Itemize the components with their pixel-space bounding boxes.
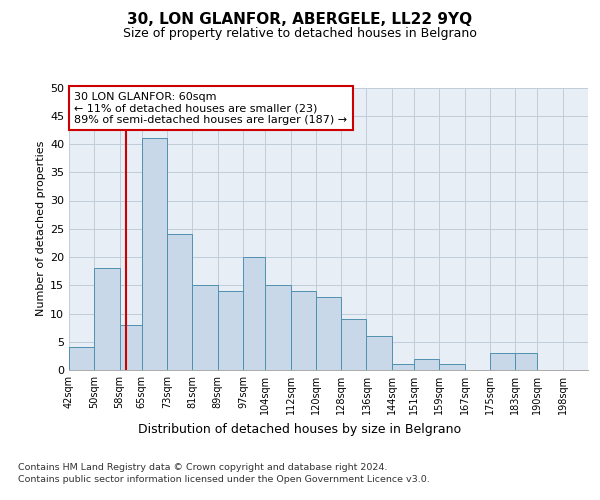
Bar	[490, 353, 515, 370]
Bar	[316, 296, 341, 370]
Bar	[341, 319, 367, 370]
Bar	[193, 285, 218, 370]
Text: Size of property relative to detached houses in Belgrano: Size of property relative to detached ho…	[123, 28, 477, 40]
Bar	[392, 364, 414, 370]
Bar	[167, 234, 193, 370]
Text: Distribution of detached houses by size in Belgrano: Distribution of detached houses by size …	[139, 422, 461, 436]
Text: Contains public sector information licensed under the Open Government Licence v3: Contains public sector information licen…	[18, 475, 430, 484]
Text: Contains HM Land Registry data © Crown copyright and database right 2024.: Contains HM Land Registry data © Crown c…	[18, 462, 388, 471]
Bar	[414, 358, 439, 370]
Bar	[69, 348, 94, 370]
Text: 30 LON GLANFOR: 60sqm
← 11% of detached houses are smaller (23)
89% of semi-deta: 30 LON GLANFOR: 60sqm ← 11% of detached …	[74, 92, 347, 125]
Text: 30, LON GLANFOR, ABERGELE, LL22 9YQ: 30, LON GLANFOR, ABERGELE, LL22 9YQ	[127, 12, 473, 28]
Bar	[119, 325, 142, 370]
Bar	[290, 291, 316, 370]
Bar	[265, 285, 290, 370]
Bar	[439, 364, 464, 370]
Y-axis label: Number of detached properties: Number of detached properties	[36, 141, 46, 316]
Bar	[218, 291, 243, 370]
Bar	[367, 336, 392, 370]
Bar	[94, 268, 119, 370]
Bar	[243, 257, 265, 370]
Bar	[515, 353, 538, 370]
Bar	[142, 138, 167, 370]
